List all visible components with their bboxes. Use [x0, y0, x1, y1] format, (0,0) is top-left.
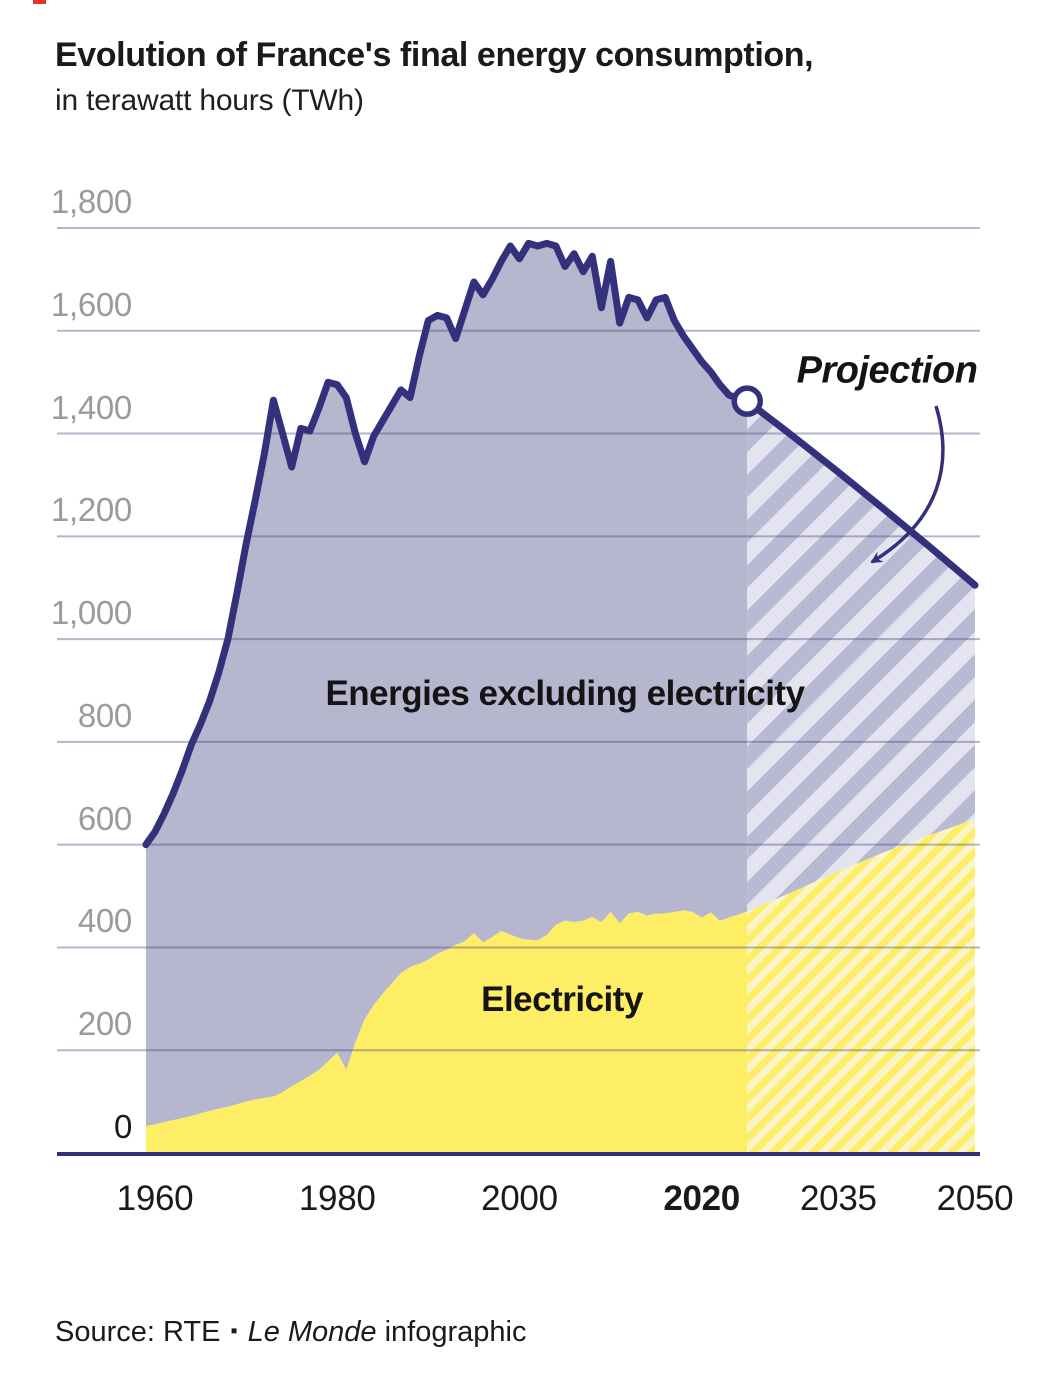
x-tick-label-1960: 1960	[116, 1179, 194, 1218]
page-title: Evolution of France's final energy consu…	[55, 36, 814, 74]
x-tick-label-1980: 1980	[298, 1179, 376, 1218]
area-electricity-historical	[145, 910, 748, 1153]
source-publisher: Le Monde	[247, 1316, 377, 1348]
x-tick-label-2000: 2000	[481, 1179, 558, 1218]
y-tick-label-800: 800	[77, 696, 132, 734]
projection-arrow	[870, 405, 945, 564]
source-separator-bullet: ▪	[230, 1320, 238, 1342]
y-tick-label-200: 200	[77, 1005, 132, 1043]
y-tick-label-0: 0	[113, 1108, 132, 1145]
brand-mark	[33, 0, 46, 4]
label-energies-excluding-electricity: Energies excluding electricity	[325, 674, 805, 713]
x-tick-label-2050: 2050	[936, 1179, 1014, 1218]
y-tick-label-1800: 1,800	[50, 183, 132, 220]
source-suffix: infographic	[384, 1316, 527, 1348]
source-text: Source: RTE	[55, 1316, 221, 1348]
y-tick-label-1000: 1,000	[50, 594, 132, 632]
y-tick-label-400: 400	[77, 902, 132, 940]
y-tick-label-600: 600	[77, 799, 132, 837]
total-trend-line	[142, 239, 979, 849]
area-other-energies-historical	[145, 243, 748, 1127]
x-tick-label-2020: 2020	[663, 1179, 740, 1218]
x-tick-label-2035: 2035	[799, 1179, 877, 1218]
projection-start-dot	[731, 385, 763, 417]
source-line: Source: RTE ▪ Le Monde infographic	[55, 1316, 526, 1349]
page-subtitle: in terawatt hours (TWh)	[55, 84, 364, 117]
label-electricity: Electricity	[481, 980, 643, 1019]
label-projection: Projection	[796, 349, 978, 392]
area-other-energies-projection	[747, 401, 975, 912]
area-electricity-projection	[747, 819, 975, 1153]
y-tick-label-1600: 1,600	[50, 285, 132, 323]
y-tick-label-1400: 1,400	[50, 388, 132, 426]
y-tick-label-1200: 1,200	[50, 491, 132, 529]
